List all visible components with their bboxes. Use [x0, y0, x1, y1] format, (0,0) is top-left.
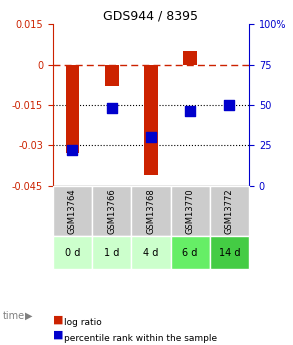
Text: 0 d: 0 d — [65, 248, 80, 258]
Text: GSM13766: GSM13766 — [107, 188, 116, 234]
Text: log ratio: log ratio — [64, 318, 102, 327]
Text: GSM13768: GSM13768 — [146, 188, 155, 234]
Text: ■: ■ — [53, 330, 63, 340]
Bar — [183, 51, 197, 65]
Text: ▶: ▶ — [25, 311, 33, 321]
Text: percentile rank within the sample: percentile rank within the sample — [64, 334, 218, 343]
FancyBboxPatch shape — [53, 236, 92, 269]
Point — [70, 147, 75, 153]
Bar — [66, 65, 79, 154]
Text: ■: ■ — [53, 315, 63, 325]
Text: GSM13772: GSM13772 — [225, 188, 234, 234]
FancyBboxPatch shape — [131, 186, 171, 236]
Text: 1 d: 1 d — [104, 248, 119, 258]
Text: time: time — [3, 311, 25, 321]
Title: GDS944 / 8395: GDS944 / 8395 — [103, 10, 198, 23]
Text: 14 d: 14 d — [219, 248, 240, 258]
Bar — [105, 65, 118, 86]
FancyBboxPatch shape — [171, 236, 210, 269]
FancyBboxPatch shape — [171, 186, 210, 236]
Point — [149, 135, 153, 140]
FancyBboxPatch shape — [210, 186, 249, 236]
Text: GSM13770: GSM13770 — [186, 188, 195, 234]
Point — [188, 109, 193, 114]
Text: 6 d: 6 d — [183, 248, 198, 258]
Point — [227, 102, 232, 108]
FancyBboxPatch shape — [210, 236, 249, 269]
Bar — [144, 65, 158, 175]
FancyBboxPatch shape — [92, 186, 131, 236]
Point — [109, 106, 114, 111]
FancyBboxPatch shape — [53, 186, 92, 236]
Text: 4 d: 4 d — [143, 248, 159, 258]
Text: GSM13764: GSM13764 — [68, 188, 77, 234]
FancyBboxPatch shape — [92, 236, 131, 269]
FancyBboxPatch shape — [131, 236, 171, 269]
